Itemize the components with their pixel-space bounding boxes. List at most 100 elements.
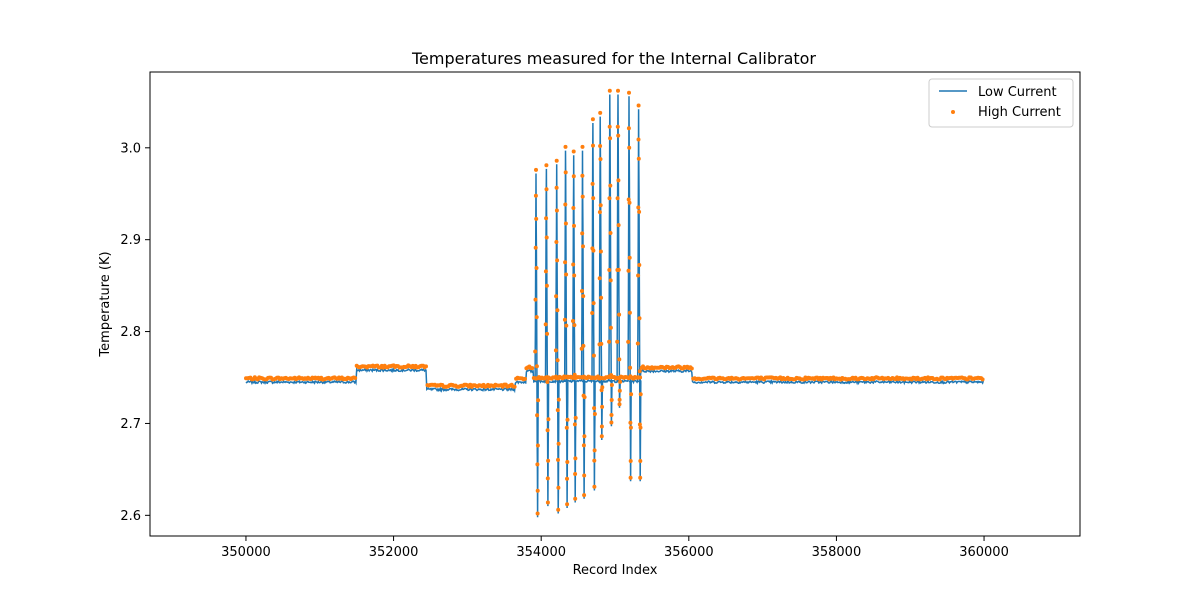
- high-current-point: [572, 323, 577, 328]
- high-current-point: [534, 315, 539, 320]
- high-current-point: [638, 425, 643, 430]
- high-current-point: [536, 398, 541, 403]
- high-current-point: [533, 245, 538, 250]
- high-current-point: [598, 110, 603, 115]
- high-current-point: [617, 388, 622, 393]
- high-current-point: [609, 398, 614, 402]
- high-current-point: [636, 273, 641, 278]
- high-current-point: [580, 231, 585, 236]
- x-axis-label: Record Index: [573, 563, 658, 578]
- high-current-point: [615, 196, 620, 201]
- high-current-point: [637, 369, 642, 374]
- high-current-point: [544, 216, 549, 221]
- x-tick-label: 358000: [812, 545, 862, 560]
- y-tick-label: 2.8: [120, 325, 141, 340]
- high-current-point: [592, 458, 597, 463]
- high-current-point: [563, 144, 568, 149]
- high-current-point: [543, 269, 548, 274]
- legend: Low Current High Current: [928, 78, 1074, 128]
- high-current-point: [563, 260, 568, 265]
- high-current-point: [544, 163, 549, 168]
- high-current-point: [581, 244, 585, 249]
- high-current-point: [629, 392, 634, 397]
- axes-frame: [149, 71, 1081, 537]
- high-current-point: [627, 255, 632, 260]
- high-current-point: [607, 196, 612, 201]
- high-current-point: [582, 395, 587, 400]
- high-current-point: [555, 308, 560, 313]
- high-current-point: [582, 434, 587, 439]
- high-current-point: [628, 475, 633, 480]
- high-current-point: [580, 144, 585, 149]
- high-current-point: [565, 476, 569, 481]
- high-current-point: [556, 397, 561, 402]
- high-current-point: [565, 502, 570, 507]
- high-current-point: [609, 420, 614, 425]
- high-current-point: [563, 202, 568, 207]
- high-current-point: [637, 263, 642, 267]
- chart-title: Temperatures measured for the Internal C…: [411, 49, 816, 68]
- high-current-point: [600, 404, 605, 409]
- high-current-point: [544, 235, 549, 240]
- high-current-point: [591, 301, 596, 306]
- high-current-point: [626, 339, 631, 344]
- legend-label-low-current: Low Current: [978, 85, 1057, 100]
- high-current-point: [635, 341, 640, 346]
- high-current-point: [534, 266, 539, 270]
- high-current-point: [556, 485, 561, 490]
- high-current-point: [615, 124, 620, 129]
- high-current-point: [581, 443, 586, 448]
- high-current-point: [617, 397, 622, 402]
- high-current-point: [554, 185, 559, 190]
- high-current-point: [626, 197, 631, 202]
- high-current-point: [555, 358, 560, 363]
- high-current-point: [638, 375, 643, 380]
- y-tick-label: 3.0: [120, 141, 141, 156]
- high-current-point: [563, 221, 568, 226]
- x-tick-label: 360000: [959, 545, 1009, 560]
- high-current-point: [617, 312, 622, 317]
- high-current-point: [572, 422, 577, 427]
- high-current-point: [534, 364, 539, 369]
- high-current-point: [534, 167, 538, 172]
- high-current-point: [598, 249, 603, 254]
- high-current-point: [571, 206, 576, 210]
- y-tick-label: 2.9: [120, 233, 141, 248]
- high-current-point: [617, 357, 622, 362]
- high-current-point: [637, 422, 642, 427]
- high-current-point: [591, 248, 596, 253]
- high-current-point: [562, 317, 567, 322]
- high-current-point: [607, 88, 612, 93]
- high-current-point: [545, 428, 550, 433]
- high-current-point: [591, 196, 596, 201]
- high-current-point: [544, 283, 549, 288]
- high-current-point: [598, 144, 603, 148]
- high-current-point: [543, 322, 548, 327]
- high-current-point: [564, 272, 569, 277]
- high-current-points: [244, 88, 985, 516]
- high-current-point: [689, 366, 694, 371]
- legend-marker-high-current: [951, 110, 955, 114]
- high-current-point: [545, 331, 550, 336]
- y-axis-label: Temperature (K): [98, 251, 113, 357]
- high-current-point: [544, 187, 549, 192]
- high-current-point: [608, 231, 613, 235]
- high-current-point: [616, 133, 621, 138]
- high-current-point: [533, 349, 538, 354]
- high-current-point: [592, 448, 597, 453]
- high-current-point: [607, 268, 612, 272]
- high-current-point: [616, 88, 620, 93]
- high-current-point: [535, 443, 540, 448]
- high-current-point: [600, 385, 605, 390]
- high-current-point: [581, 343, 586, 348]
- high-current-point: [599, 434, 604, 439]
- high-current-point: [628, 425, 633, 430]
- high-current-point: [523, 376, 527, 381]
- high-current-point: [573, 456, 578, 461]
- high-current-point: [565, 417, 570, 422]
- high-current-point: [598, 157, 603, 162]
- high-current-point: [628, 420, 633, 425]
- high-current-point: [615, 339, 620, 344]
- high-current-point: [980, 377, 985, 382]
- high-current-point: [637, 316, 642, 321]
